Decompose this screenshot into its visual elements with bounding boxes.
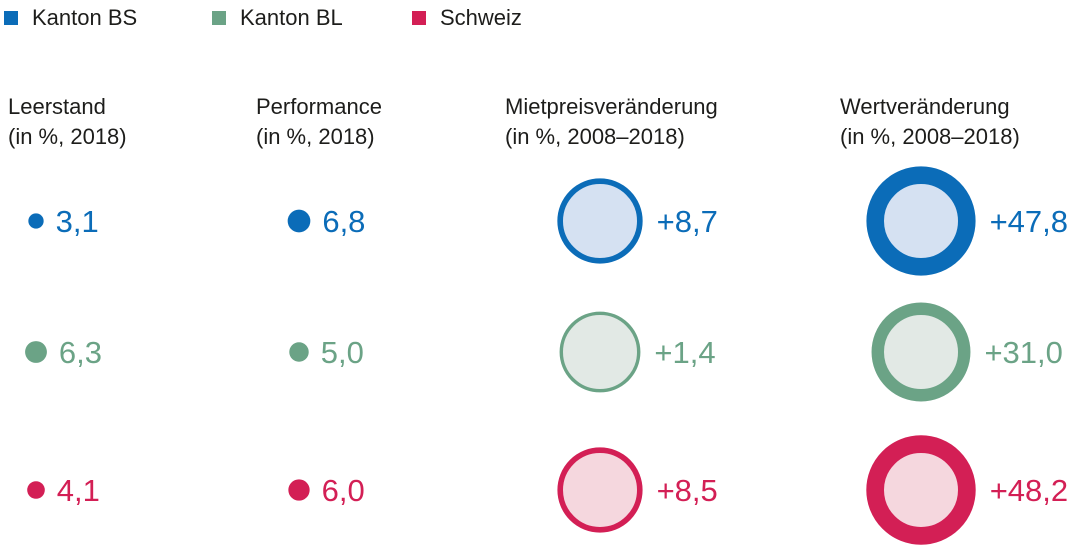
bubble-leerstand-schweiz bbox=[27, 481, 45, 499]
ring-mietpreisver-nderung-schweiz bbox=[557, 447, 643, 533]
ring-wertver-nderung-kanton-bs bbox=[866, 166, 976, 276]
ring-wertver-nderung-kanton-bl bbox=[871, 302, 971, 402]
bubble-leerstand-kanton-bl bbox=[25, 341, 47, 363]
column-subtitle: (in %, 2008–2018) bbox=[840, 124, 1020, 149]
ring-wertver-nderung-schweiz bbox=[866, 435, 976, 545]
column-header-mietpreisveraenderung: Mietpreisveränderung (in %, 2008–2018) bbox=[505, 92, 718, 152]
column-title: Wertveränderung bbox=[840, 94, 1010, 119]
value-label-mietpreisver-nderung-schweiz: +8,5 bbox=[657, 473, 718, 508]
value-label-performance-schweiz: 6,0 bbox=[322, 473, 365, 508]
value-label-mietpreisver-nderung-kanton-bl: +1,4 bbox=[654, 335, 715, 370]
ring-mietpreisver-nderung-kanton-bl bbox=[559, 311, 641, 393]
bubble-performance-schweiz bbox=[288, 479, 310, 501]
legend-label-kanton-bl: Kanton BL bbox=[240, 5, 343, 30]
legend-swatch-schweiz bbox=[412, 11, 426, 25]
value-label-leerstand-kanton-bs: 3,1 bbox=[56, 204, 99, 239]
legend-item-kanton-bl: Kanton BL bbox=[212, 4, 343, 32]
legend-item-kanton-bs: Kanton BS bbox=[4, 4, 137, 32]
column-header-wertveraenderung: Wertveränderung (in %, 2008–2018) bbox=[840, 92, 1020, 152]
legend-swatch-kanton-bs bbox=[4, 11, 18, 25]
value-label-mietpreisver-nderung-kanton-bs: +8,7 bbox=[657, 204, 718, 239]
legend-swatch-kanton-bl bbox=[212, 11, 226, 25]
value-label-leerstand-schweiz: 4,1 bbox=[57, 473, 100, 508]
column-subtitle: (in %, 2018) bbox=[8, 124, 127, 149]
column-title: Performance bbox=[256, 94, 382, 119]
bubble-leerstand-kanton-bs bbox=[28, 213, 44, 229]
value-label-wertver-nderung-kanton-bl: +31,0 bbox=[984, 335, 1062, 370]
legend-label-kanton-bs: Kanton BS bbox=[32, 5, 138, 30]
column-header-performance: Performance (in %, 2018) bbox=[256, 92, 382, 152]
legend-label-schweiz: Schweiz bbox=[440, 5, 522, 30]
column-title: Mietpreisveränderung bbox=[505, 94, 718, 119]
value-label-performance-kanton-bs: 6,8 bbox=[322, 204, 365, 239]
value-label-leerstand-kanton-bl: 6,3 bbox=[59, 335, 102, 370]
column-subtitle: (in %, 2008–2018) bbox=[505, 124, 685, 149]
value-label-wertver-nderung-kanton-bs: +47,8 bbox=[990, 204, 1068, 239]
column-subtitle: (in %, 2018) bbox=[256, 124, 375, 149]
column-header-leerstand: Leerstand (in %, 2018) bbox=[8, 92, 127, 152]
ring-mietpreisver-nderung-kanton-bs bbox=[557, 178, 643, 264]
legend-item-schweiz: Schweiz bbox=[412, 4, 522, 32]
value-label-wertver-nderung-schweiz: +48,2 bbox=[990, 473, 1068, 508]
bubble-performance-kanton-bs bbox=[287, 209, 311, 233]
column-title: Leerstand bbox=[8, 94, 106, 119]
value-label-performance-kanton-bl: 5,0 bbox=[321, 335, 364, 370]
bubble-performance-kanton-bl bbox=[289, 342, 309, 362]
